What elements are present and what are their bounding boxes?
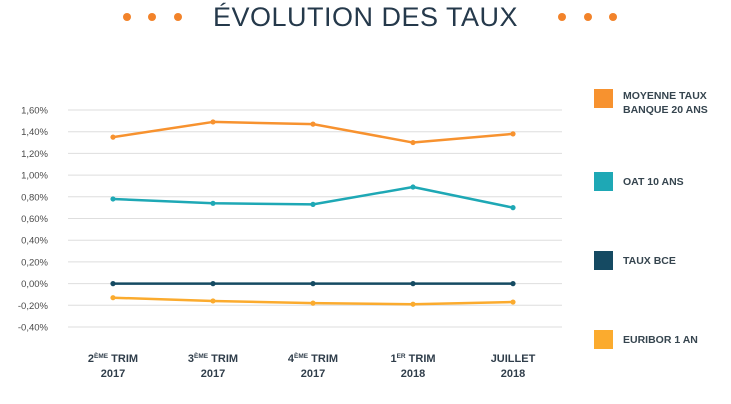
decorative-dot — [609, 13, 617, 21]
data-point — [310, 300, 316, 306]
data-point — [410, 184, 416, 190]
y-tick-label: 0,20% — [21, 257, 48, 268]
legend-item: MOYENNE TAUX BANQUE 20 ANS — [594, 89, 731, 117]
y-tick-label: 1,60% — [21, 106, 48, 117]
data-point — [510, 205, 516, 211]
decorative-dot — [584, 13, 592, 21]
data-point — [110, 196, 116, 202]
data-point — [510, 281, 516, 287]
x-label-sup: ÈME — [294, 353, 309, 360]
x-label-main: JUILLET — [490, 353, 536, 365]
data-point — [410, 281, 416, 287]
x-label-year: 2017 — [200, 368, 226, 380]
data-point — [310, 121, 316, 127]
data-point — [310, 281, 316, 287]
legend-label: EURIBOR 1 AN — [623, 334, 698, 346]
x-label-rest: TRIM — [308, 353, 339, 365]
data-point — [410, 139, 416, 146]
y-tick-label: -0,20% — [18, 301, 49, 312]
decorative-dot — [558, 13, 566, 21]
y-tick-label: 1,40% — [21, 127, 48, 138]
x-label-sup: ER — [396, 353, 406, 360]
y-tick-label: 0,60% — [21, 214, 48, 225]
y-tick-label: -0,40% — [18, 323, 49, 334]
y-tick-label: 0,80% — [21, 192, 48, 203]
x-label-year: 2018 — [400, 368, 426, 380]
legend-swatch — [594, 172, 613, 191]
x-tick-label: 1ER TRIM 2018 — [368, 349, 458, 382]
legend-label: MOYENNE TAUX BANQUE 20 ANS — [623, 90, 708, 116]
data-point — [210, 298, 216, 304]
x-label-year: 2018 — [500, 368, 526, 380]
data-point — [110, 281, 116, 287]
legend-item: OAT 10 ANS — [594, 172, 731, 191]
decorative-dot — [174, 13, 182, 21]
y-tick-label: 1,20% — [21, 149, 48, 160]
x-label-main: 4 — [287, 353, 295, 365]
x-label-sup: ÈME — [94, 353, 109, 360]
y-tick-label: 1,00% — [21, 171, 48, 182]
legend-swatch — [594, 251, 613, 270]
data-point — [510, 299, 516, 305]
data-point — [210, 200, 216, 206]
x-label-rest: TRIM — [108, 353, 139, 365]
data-point — [310, 201, 316, 207]
x-label-main: 1 — [390, 353, 397, 365]
y-tick-label: 0,40% — [21, 236, 48, 247]
data-point — [410, 301, 416, 307]
legend-item: TAUX BCE — [594, 251, 731, 270]
x-tick-label: 3ÈME TRIM 2017 — [168, 349, 258, 382]
x-tick-label: 4ÈME TRIM 2017 — [268, 349, 358, 382]
x-label-sup: ÈME — [194, 353, 209, 360]
legend-label: OAT 10 ANS — [623, 176, 684, 188]
data-point — [510, 131, 516, 137]
legend-item: EURIBOR 1 AN — [594, 330, 731, 349]
x-label-rest: TRIM — [405, 353, 436, 365]
chart-title: ÉVOLUTION DES TAUX — [212, 2, 519, 32]
x-label-main: 3 — [187, 353, 195, 365]
x-label-year: 2017 — [300, 368, 326, 380]
data-point — [210, 119, 216, 125]
x-tick-label: JUILLET 2018 — [468, 349, 558, 382]
x-label-main: 2 — [87, 353, 95, 365]
decorative-dot — [148, 13, 156, 21]
legend-swatch — [594, 330, 613, 349]
data-point — [210, 281, 216, 287]
data-point — [110, 134, 116, 140]
data-point — [110, 295, 116, 301]
y-tick-label: 0,00% — [21, 279, 48, 290]
x-label-year: 2017 — [100, 368, 126, 380]
x-tick-label: 2ÈME TRIM 2017 — [68, 349, 158, 382]
legend-label: TAUX BCE — [623, 255, 676, 267]
decorative-dot — [123, 13, 131, 21]
legend-swatch — [594, 89, 613, 108]
x-label-rest: TRIM — [208, 353, 239, 365]
